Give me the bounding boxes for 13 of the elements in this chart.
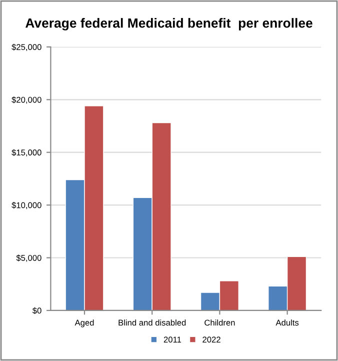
y-tick-label: $5,000 (16, 254, 42, 262)
x-tick-label: Aged (74, 319, 94, 328)
legend-label: 2022 (202, 336, 220, 343)
y-tick-label: $0 (32, 307, 42, 314)
y-tick-label: $10,000 (12, 202, 42, 210)
x-tick-label: Blind and disabled (118, 319, 186, 326)
chart-title: Average federal Medicaid benefit per enrollee (25, 18, 312, 30)
y-tick-label: $25,000 (12, 44, 42, 52)
y-tick-label: $20,000 (12, 96, 42, 104)
legend-label: 2011 (164, 336, 182, 343)
x-tick-label: Adults (276, 319, 299, 326)
y-tick-label: $15,000 (12, 149, 42, 156)
x-tick-label: Children (204, 319, 235, 326)
